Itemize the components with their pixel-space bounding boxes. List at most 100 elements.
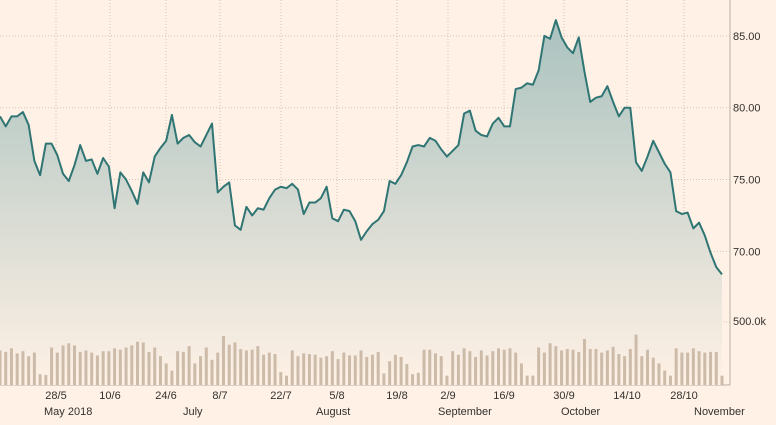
volume-bar xyxy=(582,338,586,385)
volume-bar xyxy=(451,351,455,385)
volume-bar xyxy=(686,352,690,385)
volume-bar xyxy=(709,351,713,385)
volume-bar xyxy=(382,373,386,385)
volume-bar xyxy=(204,347,208,385)
volume-bar xyxy=(668,375,672,385)
volume-bar xyxy=(296,356,300,385)
volume-bar xyxy=(244,350,248,385)
volume-bar xyxy=(113,348,117,385)
x-month-label: September xyxy=(438,406,492,418)
volume-bar xyxy=(605,350,609,385)
volume-bar xyxy=(9,348,13,385)
x-tick-label: 24/6 xyxy=(155,390,176,402)
volume-bar xyxy=(319,357,323,385)
volume-bar xyxy=(199,356,203,385)
volume-bar xyxy=(107,351,111,385)
volume-bar xyxy=(531,375,535,385)
volume-bar xyxy=(38,374,42,385)
volume-bar xyxy=(646,349,650,385)
volume-bar xyxy=(130,345,134,385)
volume-bar xyxy=(703,352,707,385)
volume-bar xyxy=(491,351,495,385)
volume-bar xyxy=(158,356,162,385)
volume-bar xyxy=(15,353,19,385)
x-tick-label: 28/5 xyxy=(45,390,66,402)
volume-bar xyxy=(61,345,65,385)
volume-bar xyxy=(27,356,31,385)
price-line-layer xyxy=(0,19,723,275)
volume-bar xyxy=(124,347,128,385)
volume-bars-layer xyxy=(0,334,724,385)
volume-bar xyxy=(0,350,2,385)
volume-bar xyxy=(691,348,695,385)
x-tick-label: 19/8 xyxy=(386,390,407,402)
volume-bar xyxy=(571,349,575,385)
volume-bar xyxy=(72,345,76,385)
x-month-label: October xyxy=(561,406,600,418)
volume-bar xyxy=(445,375,449,385)
volume-bar xyxy=(262,354,266,385)
volume-bar xyxy=(502,349,506,385)
volume-bar xyxy=(325,356,329,385)
volume-bar xyxy=(365,356,369,385)
x-tick-label: 22/7 xyxy=(270,390,291,402)
y-axis-tick-labels: 70.00 75.00 80.00 85.00 500.0k xyxy=(733,31,767,328)
volume-bar xyxy=(193,363,197,385)
x-month-label: July xyxy=(183,406,203,418)
volume-bar xyxy=(560,350,564,385)
x-tick-label: 14/10 xyxy=(613,390,641,402)
volume-bar xyxy=(67,343,71,385)
volume-bar xyxy=(422,349,426,385)
volume-bar xyxy=(542,352,546,385)
volume-bar xyxy=(302,353,306,385)
volume-bar xyxy=(623,356,627,385)
volume-bar xyxy=(462,348,466,385)
volume-bar xyxy=(525,375,529,385)
volume-bar xyxy=(279,372,283,385)
volume-bar xyxy=(4,351,8,385)
volume-bar xyxy=(164,363,168,385)
volume-bar xyxy=(256,346,260,385)
volume-bar xyxy=(370,354,374,385)
volume-bar xyxy=(577,351,581,385)
volume-bar xyxy=(313,354,317,385)
volume-bar xyxy=(267,352,271,385)
volume-bar xyxy=(485,355,489,385)
volume-bar xyxy=(663,370,667,385)
volume-bar xyxy=(153,347,157,385)
volume-scale-label: 500.0k xyxy=(733,316,767,328)
volume-bar xyxy=(680,352,684,385)
volume-bar xyxy=(216,352,220,385)
volume-bar xyxy=(307,354,311,385)
volume-bar xyxy=(50,347,54,385)
volume-bar xyxy=(101,351,105,385)
volume-bar xyxy=(376,351,380,385)
volume-bar xyxy=(628,349,632,385)
volume-bar xyxy=(657,363,661,385)
volume-bar xyxy=(348,355,352,385)
volume-bar xyxy=(32,352,36,385)
volume-bar xyxy=(514,352,518,385)
x-tick-label: 2/9 xyxy=(440,390,455,402)
volume-bar xyxy=(210,359,214,385)
volume-bar xyxy=(411,374,415,385)
volume-bar xyxy=(479,350,483,385)
volume-bar xyxy=(508,348,512,385)
price-line xyxy=(0,19,723,275)
volume-bar xyxy=(359,350,363,385)
volume-bar xyxy=(78,351,82,385)
x-tick-label: 30/9 xyxy=(553,390,574,402)
y-tick-label: 75.00 xyxy=(733,175,761,187)
x-tick-label: 8/7 xyxy=(212,390,227,402)
volume-bar xyxy=(187,346,191,385)
volume-bar xyxy=(95,355,99,385)
volume-bar xyxy=(611,346,615,385)
x-month-label: November xyxy=(694,406,745,418)
volume-bar xyxy=(388,361,392,385)
volume-bar xyxy=(588,349,592,385)
x-axis-tick-labels: 28/5 10/6 24/6 8/7 22/7 5/8 19/8 2/9 16/9 30/9 14/… xyxy=(44,390,745,418)
volume-bar xyxy=(428,349,432,385)
volume-bar xyxy=(55,352,59,385)
volume-bar xyxy=(170,370,174,385)
